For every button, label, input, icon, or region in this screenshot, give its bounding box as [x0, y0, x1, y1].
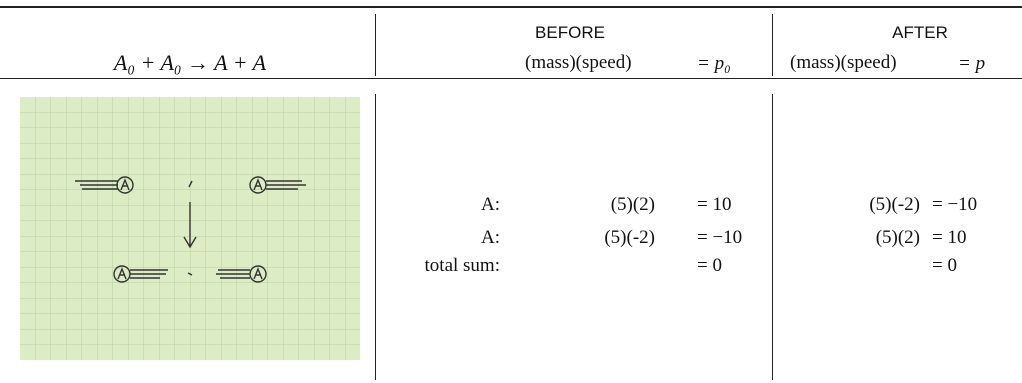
cell: (5)(2) — [800, 227, 920, 249]
row-label: total sum: — [380, 255, 500, 277]
column-header: (mass)(speed) — [525, 52, 632, 74]
column-header: = p₀ — [697, 53, 731, 75]
cell: (5)(2) — [540, 194, 655, 216]
header-rule — [0, 78, 1022, 79]
after-title: AFTER — [850, 22, 990, 44]
column-divider — [375, 94, 376, 380]
top-rule — [0, 6, 1022, 8]
sketch-photo — [20, 97, 360, 360]
cell: (5)(-2) — [800, 194, 920, 216]
column-header: (mass)(speed) — [790, 52, 897, 74]
column-divider — [772, 14, 773, 76]
column-divider — [772, 94, 773, 380]
cell: = 10 — [697, 194, 731, 216]
cell: = −10 — [932, 194, 977, 216]
column-header: = p — [958, 53, 985, 75]
cell: (5)(-2) — [540, 227, 655, 249]
cell: = 0 — [932, 255, 957, 277]
reaction: A₀ + A₀ → A + A — [20, 52, 360, 74]
collision-table: A₀ + A₀ → A + A BEFORE (mass)(speed) = p… — [0, 0, 1022, 383]
column-divider — [375, 14, 376, 76]
before-title: BEFORE — [500, 22, 640, 44]
row-label: A: — [380, 227, 500, 249]
cell: = 10 — [932, 227, 966, 249]
cell: = −10 — [697, 227, 742, 249]
row-label: A: — [380, 194, 500, 216]
cell: = 0 — [697, 255, 722, 277]
